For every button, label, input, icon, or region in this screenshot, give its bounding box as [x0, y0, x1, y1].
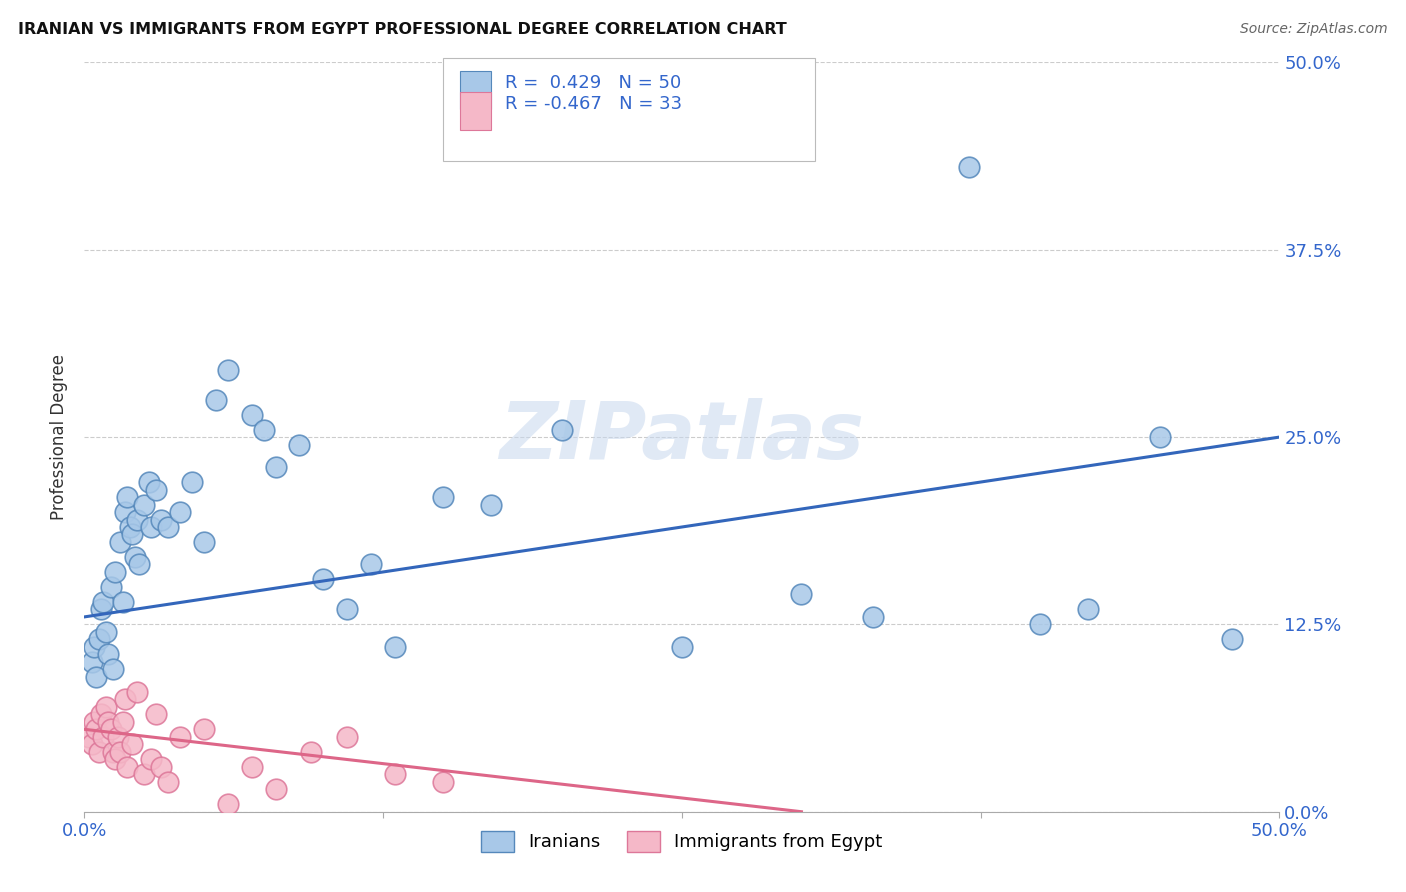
Point	[94, 624, 117, 639]
Point	[110, 535, 132, 549]
Point	[957, 161, 980, 175]
Point	[336, 602, 359, 616]
Point	[217, 797, 239, 812]
Point	[149, 760, 172, 774]
Point	[90, 602, 112, 616]
Point	[169, 505, 191, 519]
Point	[104, 752, 127, 766]
Point	[181, 475, 204, 489]
Y-axis label: Professional Degree: Professional Degree	[51, 354, 69, 520]
Point	[432, 490, 454, 504]
Point	[288, 437, 311, 451]
Point	[110, 745, 132, 759]
Point	[790, 587, 813, 601]
Text: IRANIAN VS IMMIGRANTS FROM EGYPT PROFESSIONAL DEGREE CORRELATION CHART: IRANIAN VS IMMIGRANTS FROM EGYPT PROFESS…	[18, 22, 787, 37]
Point	[86, 723, 108, 737]
Point	[145, 707, 167, 722]
Point	[169, 730, 191, 744]
Point	[157, 520, 180, 534]
Point	[205, 392, 228, 407]
Point	[671, 640, 693, 654]
Point	[551, 423, 574, 437]
Point	[83, 714, 105, 729]
Point	[101, 662, 124, 676]
Point	[100, 580, 122, 594]
Point	[111, 714, 134, 729]
Text: R = -0.467   N = 33: R = -0.467 N = 33	[505, 95, 682, 112]
Text: ZIPatlas: ZIPatlas	[499, 398, 865, 476]
Point	[97, 648, 120, 662]
Point	[217, 362, 239, 376]
Point	[384, 640, 406, 654]
Point	[360, 558, 382, 572]
Point	[80, 655, 103, 669]
Point	[1149, 430, 1171, 444]
Point	[336, 730, 359, 744]
Point	[83, 640, 105, 654]
Point	[149, 512, 172, 526]
Point	[114, 505, 136, 519]
Point	[125, 512, 148, 526]
Point	[141, 752, 163, 766]
Point	[312, 573, 335, 587]
Point	[301, 745, 323, 759]
Point	[114, 692, 136, 706]
Point	[80, 737, 103, 751]
Point	[1029, 617, 1052, 632]
Point	[87, 745, 110, 759]
Point	[141, 520, 163, 534]
Point	[240, 760, 263, 774]
Point	[125, 685, 148, 699]
Point	[1220, 632, 1243, 647]
Text: R =  0.429   N = 50: R = 0.429 N = 50	[505, 74, 681, 92]
Point	[862, 610, 884, 624]
Point	[121, 527, 143, 541]
Point	[121, 737, 143, 751]
Point	[111, 595, 134, 609]
Point	[193, 723, 215, 737]
Point	[90, 707, 112, 722]
Point	[384, 767, 406, 781]
Text: Source: ZipAtlas.com: Source: ZipAtlas.com	[1240, 22, 1388, 37]
Point	[432, 774, 454, 789]
Point	[93, 730, 115, 744]
Point	[253, 423, 276, 437]
Point	[118, 520, 141, 534]
Point	[97, 714, 120, 729]
Point	[86, 670, 108, 684]
Point	[193, 535, 215, 549]
Point	[101, 745, 124, 759]
Point	[87, 632, 110, 647]
Point	[479, 498, 502, 512]
Point	[157, 774, 180, 789]
Point	[77, 730, 100, 744]
Point	[132, 498, 156, 512]
Point	[1077, 602, 1099, 616]
Point	[138, 475, 160, 489]
Point	[240, 408, 263, 422]
Point	[100, 723, 122, 737]
Point	[264, 460, 287, 475]
Point	[94, 699, 117, 714]
Point	[107, 730, 129, 744]
Point	[117, 490, 139, 504]
Point	[132, 767, 156, 781]
Point	[124, 549, 146, 564]
Point	[104, 565, 127, 579]
Point	[93, 595, 115, 609]
Point	[117, 760, 139, 774]
Point	[145, 483, 167, 497]
Legend: Iranians, Immigrants from Egypt: Iranians, Immigrants from Egypt	[474, 823, 890, 859]
Point	[264, 782, 287, 797]
Point	[128, 558, 150, 572]
